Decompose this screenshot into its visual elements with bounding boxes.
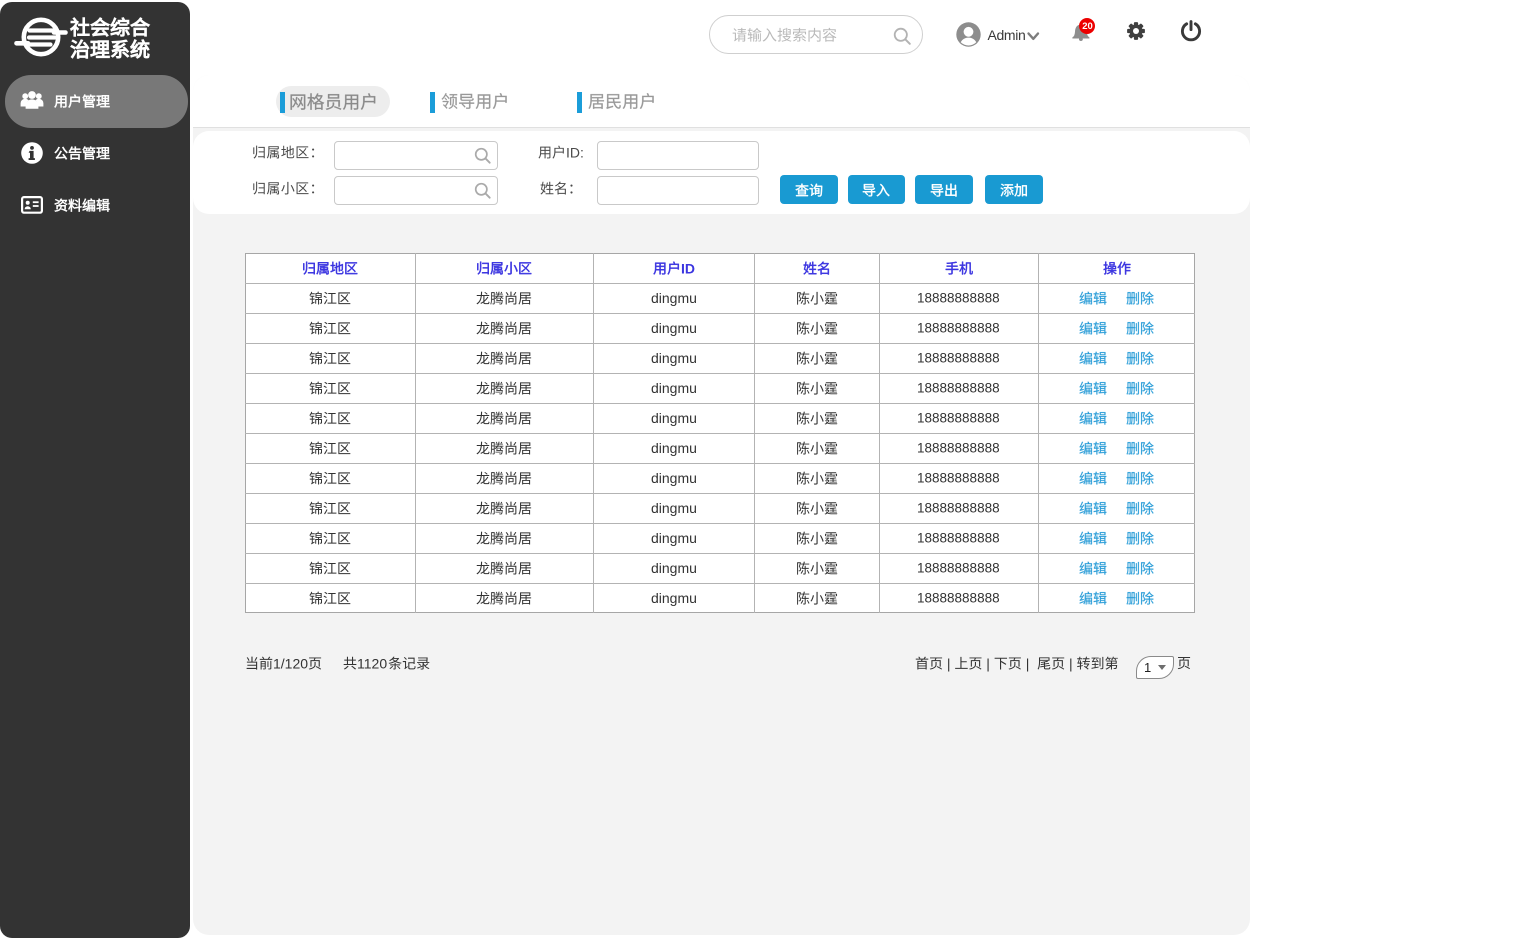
svg-text:ID: ID: [681, 260, 695, 276]
svg-text:|: |: [1065, 656, 1076, 672]
svg-text:dingmu: dingmu: [651, 590, 697, 606]
svg-text:dingmu: dingmu: [651, 470, 697, 486]
svg-text:dingmu: dingmu: [651, 530, 697, 546]
svg-text:|: |: [982, 656, 993, 672]
svg-text:1/120: 1/120: [273, 656, 308, 672]
svg-text:dingmu: dingmu: [651, 320, 697, 336]
svg-text:ID:: ID:: [566, 145, 584, 161]
svg-text:1120: 1120: [357, 656, 387, 672]
svg-text:dingmu: dingmu: [651, 380, 697, 396]
svg-text:18888888888: 18888888888: [917, 411, 1000, 426]
svg-text:18888888888: 18888888888: [917, 321, 1000, 336]
svg-text:dingmu: dingmu: [651, 350, 697, 366]
svg-text:18888888888: 18888888888: [917, 501, 1000, 516]
svg-text:|: |: [1022, 656, 1037, 672]
svg-text:18888888888: 18888888888: [917, 531, 1000, 546]
svg-text:dingmu: dingmu: [651, 410, 697, 426]
svg-text:18888888888: 18888888888: [917, 381, 1000, 396]
svg-text:18888888888: 18888888888: [917, 471, 1000, 486]
svg-text:18888888888: 18888888888: [917, 591, 1000, 606]
svg-text:18888888888: 18888888888: [917, 291, 1000, 306]
svg-text:18888888888: 18888888888: [917, 351, 1000, 366]
svg-text:18888888888: 18888888888: [917, 561, 1000, 576]
svg-text:dingmu: dingmu: [651, 500, 697, 516]
svg-text:dingmu: dingmu: [651, 560, 697, 576]
svg-text:|: |: [943, 656, 954, 672]
svg-text:dingmu: dingmu: [651, 440, 697, 456]
svg-text:18888888888: 18888888888: [917, 441, 1000, 456]
svg-text:dingmu: dingmu: [651, 290, 697, 306]
